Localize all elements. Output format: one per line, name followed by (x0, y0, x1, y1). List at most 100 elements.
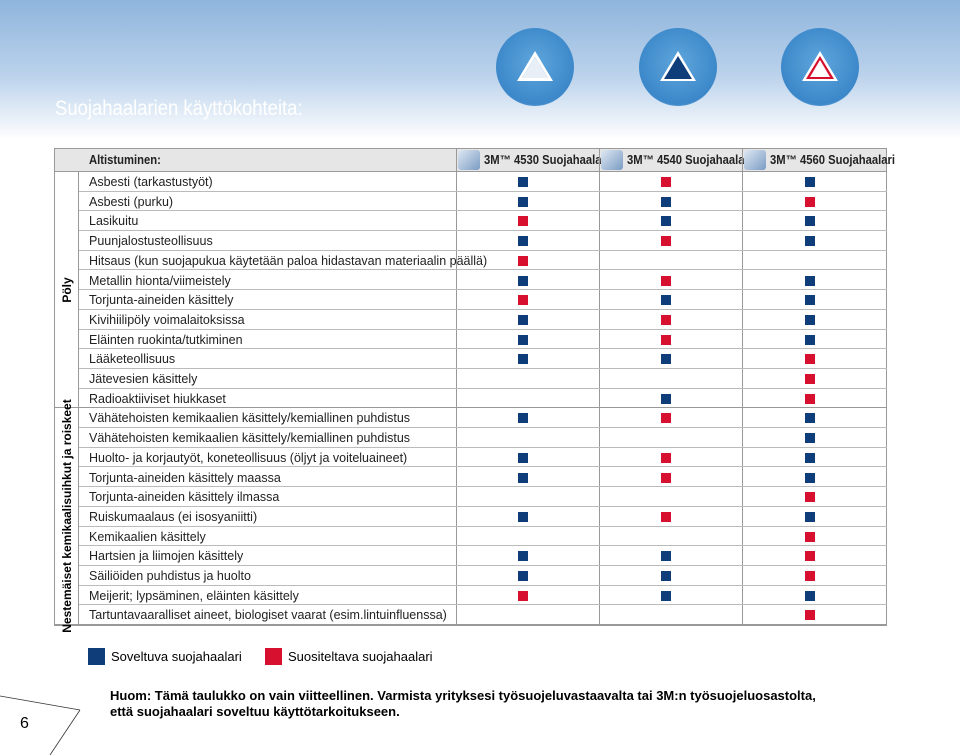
table-row (79, 172, 887, 192)
mark (518, 452, 528, 463)
legend-swatch (88, 648, 105, 665)
mark (805, 492, 815, 503)
mark (805, 314, 815, 325)
title: Suojahaalarien käyttökohteita: (55, 97, 303, 120)
mark (661, 275, 671, 286)
mark (661, 216, 671, 227)
page-number: 6 (20, 715, 29, 732)
row-label: Vähätehoisten kemikaalien käsittely/kemi… (89, 431, 411, 446)
mark (518, 255, 528, 266)
mark (518, 196, 528, 207)
row-label: Eläinten ruokinta/tutkiminen (89, 332, 243, 347)
table-row (79, 586, 887, 606)
table-row (79, 330, 887, 350)
mark (805, 236, 815, 247)
table-row (79, 349, 887, 369)
mark (805, 531, 815, 542)
mark (661, 236, 671, 247)
table-row (79, 605, 887, 626)
table-row (79, 448, 887, 468)
table-row (79, 389, 887, 409)
mark (518, 511, 528, 522)
mark (661, 196, 671, 207)
table-row (79, 192, 887, 212)
mark (661, 393, 671, 404)
mark (661, 472, 671, 483)
mark (805, 275, 815, 286)
row-label: Torjunta-aineiden käsittely (89, 293, 234, 308)
column-divider (742, 149, 743, 625)
mark (661, 314, 671, 325)
table-row (79, 231, 887, 251)
column-divider (456, 149, 457, 625)
legend-label: Soveltuva suojahaalari (111, 649, 242, 664)
table-row (79, 507, 887, 527)
mark (661, 590, 671, 601)
table-row (79, 310, 887, 330)
row-label: Vähätehoisten kemikaalien käsittely/kemi… (89, 411, 411, 426)
group-cell: Nestemäiset kemikaalisuihkut ja roiskeet (55, 400, 79, 633)
mark (805, 374, 815, 384)
group-cell: Pöly (55, 172, 79, 409)
mark (805, 433, 815, 444)
mark (518, 216, 528, 227)
table-row (79, 290, 887, 310)
icon (781, 28, 859, 106)
mark (518, 334, 528, 345)
mark (805, 511, 815, 522)
row-label: Meijerit; lypsäminen, eläinten käsittely (89, 588, 299, 603)
table-row (79, 211, 887, 232)
mark (805, 452, 815, 463)
note: Huom: Tämä taulukko on vain viitteelline… (110, 688, 816, 719)
mark (805, 590, 815, 601)
mark (661, 571, 671, 581)
header-cell: Altistuminen: (89, 153, 161, 167)
mark (518, 413, 528, 424)
row-label: Kemikaalien käsittely (89, 529, 206, 544)
mark (518, 472, 528, 483)
header-cell: 3M™ 4560 Suojahaalari (770, 153, 896, 167)
person-icon (458, 150, 480, 170)
table-row (79, 468, 887, 488)
row-label: Puunjalostusteollisuus (89, 234, 213, 249)
mark (518, 275, 528, 286)
table: Altistuminen: 3M™ 4530 Suojahaalari 3M™ 45… (54, 148, 895, 633)
page-corner (0, 695, 81, 755)
column-divider (599, 149, 600, 625)
mark (518, 314, 528, 325)
row-label: Asbesti (tarkastustyöt) (89, 175, 213, 189)
mark (518, 236, 528, 247)
mark (805, 610, 815, 621)
table-row (79, 487, 887, 507)
mark (805, 413, 815, 424)
row-label: Lasikuitu (89, 214, 139, 229)
mark (805, 196, 815, 207)
mark (805, 295, 815, 306)
table-row (79, 428, 887, 448)
row-label: Asbesti (purku) (89, 194, 174, 209)
mark (805, 393, 815, 404)
table-row (79, 369, 887, 389)
table-row (79, 527, 887, 547)
legend-label: Suositeltava suojahaalari (288, 649, 433, 664)
header-cell: 3M™ 4540 Suojahaalari (627, 153, 753, 167)
mark (661, 334, 671, 345)
table-row (79, 271, 887, 291)
row-label: Metallin hionta/viimeistely (89, 273, 231, 288)
legend-swatch (265, 648, 282, 665)
mark (661, 295, 671, 306)
row-label: Huolto- ja korjautyöt, koneteollisuus (ö… (89, 450, 408, 465)
mark (805, 216, 815, 227)
row-label: Lääketeollisuus (89, 352, 176, 367)
legend-item: Suositeltava suojahaalari (265, 648, 433, 665)
table-row (79, 251, 887, 271)
mark (518, 354, 528, 365)
mark (518, 590, 528, 601)
mark (805, 354, 815, 365)
row-label: Säiliöiden puhdistus ja huolto (89, 569, 251, 583)
mark (661, 413, 671, 424)
icon (639, 28, 717, 106)
mark (518, 571, 528, 581)
person-icon (601, 150, 623, 170)
row-label: Torjunta-aineiden käsittely ilmassa (89, 490, 280, 505)
